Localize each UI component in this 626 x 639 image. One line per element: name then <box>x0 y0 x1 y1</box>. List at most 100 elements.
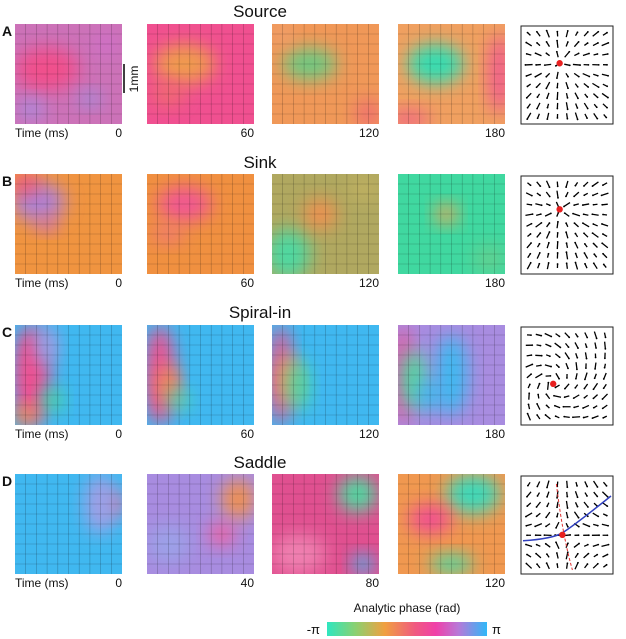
vector-head <box>597 543 600 546</box>
vector-head <box>606 31 608 34</box>
vector-arrow <box>574 342 579 349</box>
vector-head <box>596 74 599 77</box>
time-value: 80 <box>366 576 380 590</box>
vector-head <box>556 86 559 89</box>
vector-head <box>591 185 594 187</box>
vector-head <box>549 345 552 348</box>
vector-head <box>565 231 568 234</box>
vector-head <box>588 75 591 78</box>
time-value: 180 <box>485 126 505 140</box>
vector-head <box>545 525 547 528</box>
vector-arrow <box>573 394 580 399</box>
vector-head <box>585 357 588 360</box>
vector-arrow <box>546 30 550 38</box>
time-value: 60 <box>241 126 255 140</box>
vector-head <box>596 524 599 527</box>
vector-head <box>566 525 569 528</box>
vector-arrow <box>592 415 599 419</box>
vector-arrow <box>544 63 552 66</box>
vector-arrow <box>601 491 609 498</box>
vector-arrow <box>593 491 598 497</box>
vector-head <box>530 222 533 225</box>
vector-head <box>565 186 568 188</box>
vector-head <box>566 495 569 498</box>
phase-map <box>15 325 122 425</box>
vector-head <box>596 53 599 55</box>
time-value: 180 <box>485 427 505 441</box>
vector-head <box>606 495 609 498</box>
vector-arrow <box>554 405 561 409</box>
phase-blob <box>488 34 505 114</box>
vector-head <box>576 552 579 555</box>
vector-head <box>582 213 585 216</box>
phase-blob <box>352 554 374 574</box>
vector-head <box>585 367 587 370</box>
vector-arrow <box>555 541 560 550</box>
vector-arrow <box>556 51 559 58</box>
vector-head <box>557 220 559 223</box>
vector-head <box>535 30 538 33</box>
vector-arrow <box>575 373 578 379</box>
vector-arrow <box>583 102 589 109</box>
vector-head <box>525 52 528 55</box>
vector-arrow <box>573 511 580 519</box>
vector-head <box>546 505 549 508</box>
vector-arrow <box>602 553 608 558</box>
vector-head <box>557 196 559 199</box>
vector-head <box>583 387 586 390</box>
phase-blob <box>36 325 58 365</box>
vector-arrow <box>593 112 598 120</box>
panel-letter: B <box>2 173 12 189</box>
vector-arrow <box>526 523 532 527</box>
vector-head <box>558 366 560 369</box>
vector-head <box>596 96 599 99</box>
vector-arrow <box>592 394 599 399</box>
vector-arrow <box>556 501 559 508</box>
vector-arrow <box>592 563 599 569</box>
vector-arrow <box>535 52 542 57</box>
time-label: Time (ms) <box>15 427 69 441</box>
phase-blob <box>304 199 337 229</box>
vector-head <box>529 184 532 187</box>
vector-arrow <box>536 181 541 187</box>
vector-head <box>563 415 566 418</box>
vector-arrow <box>582 203 590 206</box>
vector-head <box>543 534 546 537</box>
vector-head <box>530 373 533 376</box>
phase-map <box>147 174 254 274</box>
vector-arrow <box>546 382 550 390</box>
vector-arrow <box>601 223 609 227</box>
vector-head <box>577 534 580 537</box>
vector-arrow <box>526 242 532 249</box>
phase-blob <box>408 504 452 534</box>
vector-head <box>537 393 540 396</box>
vector-head <box>606 534 609 537</box>
vector-head <box>530 194 533 197</box>
vector-arrow <box>602 393 608 400</box>
vector-head <box>588 52 590 55</box>
vector-head <box>553 404 556 407</box>
phase-blob <box>209 522 235 546</box>
vector-head <box>596 486 599 488</box>
vector-arrow <box>535 203 542 206</box>
vector-arrow <box>525 213 533 217</box>
vector-head <box>540 373 543 376</box>
phase-blob <box>157 186 212 222</box>
vector-head <box>573 222 576 224</box>
vector-head <box>531 344 534 347</box>
time-label: Time (ms) <box>15 126 69 140</box>
vector-head <box>588 525 591 528</box>
vector-head <box>574 232 577 235</box>
vector-arrow <box>545 393 551 400</box>
vector-arrow <box>565 231 569 239</box>
vector-head <box>525 96 528 99</box>
vector-head <box>555 541 557 544</box>
vector-arrow <box>583 553 589 559</box>
vector-head <box>526 534 528 537</box>
vector-head <box>586 485 589 488</box>
vector-arrow <box>535 553 542 559</box>
vector-head <box>535 86 538 89</box>
vector-arrow <box>574 222 579 228</box>
vector-head <box>595 106 598 109</box>
vector-head <box>597 86 600 89</box>
